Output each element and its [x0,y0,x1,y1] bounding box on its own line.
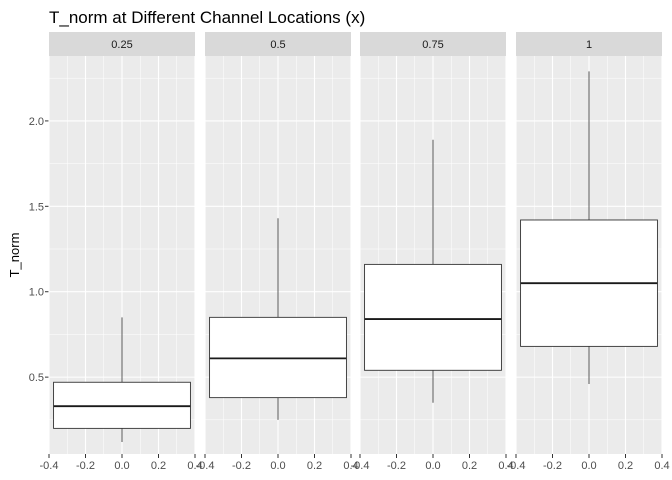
box-iqr [364,263,502,371]
facet-panel: 0.5 -0.4 -0.2 0.0 0.2 0.4 [196,32,359,472]
y-tick-label: 0.5 [29,372,44,384]
x-tick-label: -0.4 [196,460,215,472]
x-tick-label: -0.2 [387,460,406,472]
y-axis-title: T_norm [7,233,22,278]
x-tick-label: 0.4 [654,460,669,472]
x-tick-label: 0.0 [581,460,596,472]
x-tick-label: -0.4 [40,460,59,472]
facet-panel: 1 -0.4 -0.2 0.0 0.2 0.4 [507,32,670,472]
x-tick-label: 0.0 [114,460,129,472]
x-tick-label: 0.4 [498,460,513,472]
facet-strip-label: 0.5 [270,39,285,51]
facet-strip [49,32,195,56]
x-tick-label: 0.2 [307,460,322,472]
x-tick-label: -0.4 [507,460,526,472]
facet-strip-label: 0.75 [422,39,443,51]
x-tick-label: -0.2 [76,460,95,472]
chart-title: T_norm at Different Channel Locations (x… [49,8,365,27]
facet-strip-label: 0.25 [111,39,132,51]
x-tick-label: 0.2 [462,460,477,472]
facet-strip [516,32,662,56]
facet-panels: 0.25-0.4 -0.2 0.0 0.2 0.40.5-0.4 -0.2 0.0 0.2 0.… [40,32,670,472]
facet-strip [205,32,351,56]
y-tick-label: 2.0 [29,116,44,128]
x-tick-label: 0.2 [618,460,633,472]
x-tick-label: 0.0 [425,460,440,472]
x-tick-label: -0.2 [543,460,562,472]
x-tick-label: -0.4 [351,460,370,472]
x-tick-label: 0.0 [270,460,285,472]
x-tick-label: -0.2 [232,460,251,472]
x-tick-label: 0.4 [343,460,358,472]
y-axis: 0.5 1.0 1.5 2.0 [29,116,49,384]
y-tick-label: 1.5 [29,201,44,213]
x-tick-label: 0.2 [151,460,166,472]
facet-strip-label: 1 [586,39,592,51]
facet-panel: 0.25 -0.4 -0.2 0.0 0.2 0.4 [40,32,203,472]
facet-strip [360,32,506,56]
x-tick-label: 0.4 [187,460,202,472]
facet-panel: 0.75 -0.4 -0.2 0.0 0.2 0.4 [351,32,514,472]
y-tick-label: 1.0 [29,287,44,299]
